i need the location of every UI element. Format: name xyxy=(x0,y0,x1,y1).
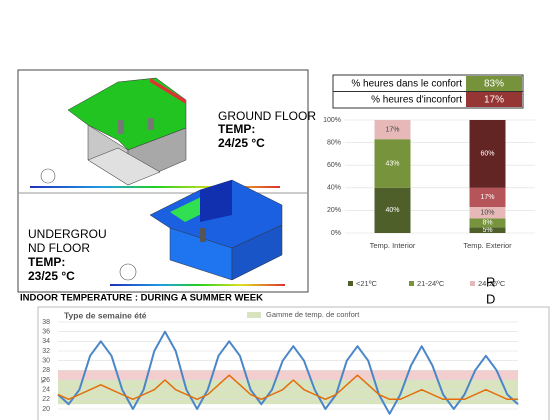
line-series xyxy=(57,374,518,401)
y-tick-label: 100% xyxy=(323,117,341,124)
door xyxy=(118,120,124,134)
legend-label: 21-24ºC xyxy=(417,279,445,288)
color-scale xyxy=(110,284,285,286)
y-tick-label: 38 xyxy=(42,319,50,326)
compass xyxy=(119,263,137,281)
value-label: 43% xyxy=(385,160,399,167)
y-tick-label: 22 xyxy=(42,396,50,403)
bar-segment xyxy=(374,139,411,188)
stray-text: R xyxy=(486,274,495,289)
y-tick-label: 28 xyxy=(42,367,50,374)
underground-floor-model xyxy=(119,179,283,281)
section-title: INDOOR TEMPERATURE : DURING A SUMMER WEE… xyxy=(20,293,263,304)
bar-segment xyxy=(374,187,411,233)
x-tick-label: Temp. Interior xyxy=(370,241,416,250)
underground-floor-labels: UNDERGROU ND FLOOR TEMP: 23/25 °C xyxy=(28,227,107,283)
bar-chart: 0% 20% 40% 60% 80% 100% Temp. Interior 40% 43% 17… xyxy=(323,117,535,288)
temp-value: 24/25 °C xyxy=(218,136,265,150)
door xyxy=(200,228,206,242)
y-tick-label: 32 xyxy=(42,348,50,355)
legend-swatch xyxy=(470,281,475,286)
y-tick-label: 80% xyxy=(327,139,341,146)
compass xyxy=(40,168,56,184)
hot-edge xyxy=(150,78,186,104)
legend-swatch xyxy=(409,281,414,286)
comfort-cell xyxy=(466,76,522,91)
y-tick-label: 20% xyxy=(327,207,341,214)
row-label: % heures d'inconfort xyxy=(371,95,462,106)
door xyxy=(148,118,154,130)
temp-value: 23/25 °C xyxy=(28,269,75,283)
floor-name: UNDERGROU xyxy=(28,227,107,241)
row-value: 17% xyxy=(484,95,504,106)
cold-zone xyxy=(200,180,232,222)
row-label: % heures dans le confort xyxy=(351,79,462,90)
stray-text: D xyxy=(486,291,495,306)
y-tick-label: 34 xyxy=(42,338,50,345)
value-label: 60% xyxy=(480,151,494,158)
legend-label: Gamme de temp. de confort xyxy=(266,310,360,319)
value-label: 40% xyxy=(385,207,399,214)
legend-label: <21ºC xyxy=(356,279,377,288)
bar-segment xyxy=(469,218,506,228)
value-label: 8% xyxy=(482,220,492,227)
x-tick-label: Temp. Exterior xyxy=(463,241,512,250)
temp-label: TEMP: xyxy=(28,255,65,269)
comfort-table: % heures dans le confort 83% % heures d'… xyxy=(332,74,524,109)
y-tick-label: 20 xyxy=(42,406,50,413)
value-label: 17% xyxy=(480,194,494,201)
y-tick-label: 40% xyxy=(327,185,341,192)
color-scale xyxy=(30,186,280,188)
floor xyxy=(87,147,161,186)
line-chart: Type de semaine été Gamme de temp. de con… xyxy=(41,310,519,415)
bar-segment xyxy=(469,227,506,233)
value-label: 10% xyxy=(480,210,494,217)
y-tick-label: 36 xyxy=(42,329,50,336)
line-series xyxy=(57,330,519,415)
row-value: 83% xyxy=(484,79,504,90)
discomfort-cell xyxy=(466,92,522,107)
band xyxy=(58,380,518,405)
value-label: 17% xyxy=(385,126,399,133)
floor-name: ND FLOOR xyxy=(28,241,90,255)
bar-segment xyxy=(374,120,411,140)
ground-floor-labels: GROUND FLOOR TEMP: 24/25 °C xyxy=(218,109,316,150)
legend-swatch xyxy=(247,312,261,318)
ground-floor-model xyxy=(40,77,187,186)
band xyxy=(58,370,518,380)
y-tick-label: 30 xyxy=(42,358,50,365)
y-tick-label: 24 xyxy=(42,387,50,394)
bar-segment xyxy=(469,187,506,208)
bar-segment xyxy=(469,120,506,188)
y-tick-label: 26 xyxy=(42,377,50,384)
temp-label: TEMP: xyxy=(218,122,255,136)
chart-title: Type de semaine été xyxy=(64,310,147,320)
floor-name: GROUND FLOOR xyxy=(218,109,316,123)
wall xyxy=(231,224,283,281)
legend-label: 24-26ºC xyxy=(478,279,506,288)
y-tick-label: 0% xyxy=(331,230,341,237)
y-axis-label: ºC xyxy=(41,376,48,383)
bar-segment xyxy=(469,207,506,219)
value-label: 5% xyxy=(482,227,492,234)
legend-swatch xyxy=(348,281,353,286)
y-tick-label: 60% xyxy=(327,162,341,169)
